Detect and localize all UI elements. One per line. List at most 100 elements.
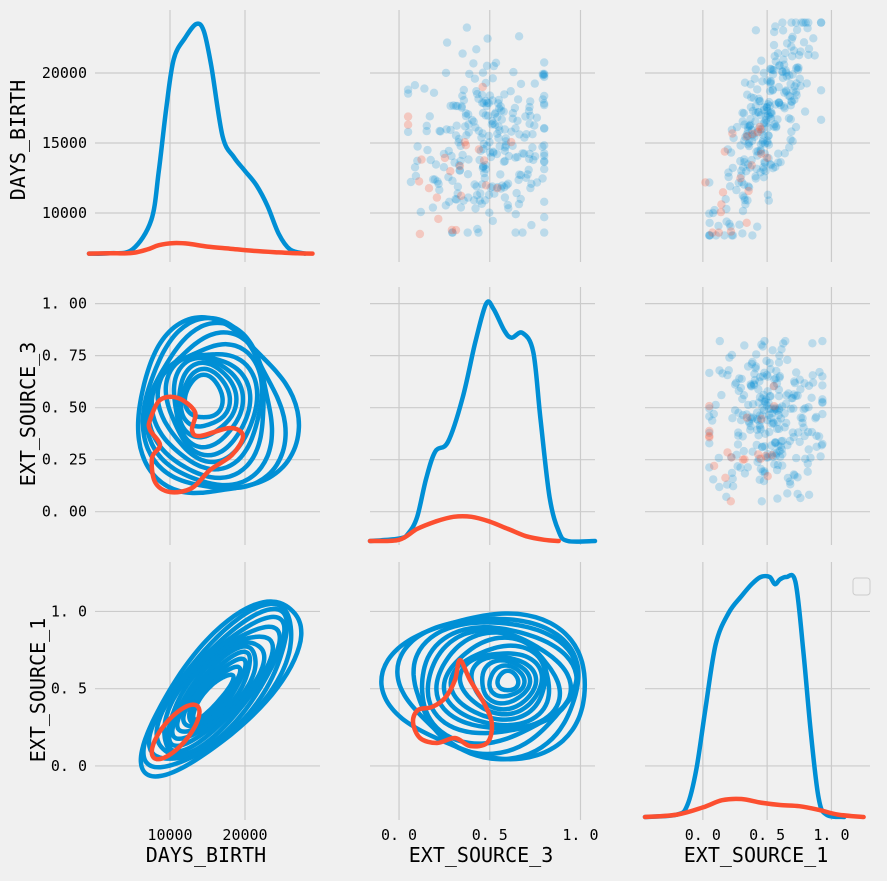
scatter-point <box>456 141 465 151</box>
scatter-point <box>792 25 802 35</box>
scatter-point <box>767 409 777 418</box>
scatter-point <box>472 190 482 200</box>
panel-1-2 <box>645 287 870 545</box>
scatter-point <box>763 153 772 162</box>
scatter-point <box>751 26 761 35</box>
scatter-point <box>733 440 743 449</box>
scatter-point <box>524 165 533 174</box>
scatter-point <box>778 449 787 459</box>
y-tick-label: 0. 00 <box>42 503 87 521</box>
scatter-point <box>760 118 769 127</box>
scatter-point <box>493 184 502 193</box>
scatter-point <box>752 408 762 417</box>
y-axis-label-EXT_SOURCE_1: EXT_SOURCE_1 <box>26 618 50 763</box>
scatter-point <box>804 50 813 60</box>
scatter-point <box>776 442 785 451</box>
scatter-point <box>777 345 786 354</box>
scatter-point <box>778 436 787 446</box>
scatter-point <box>765 112 774 121</box>
scatter-point <box>740 158 749 167</box>
scatter-point <box>507 127 516 136</box>
scatter-point <box>818 372 827 381</box>
contour-blue <box>487 663 527 699</box>
scatter-point <box>768 85 777 94</box>
scatter-point <box>774 149 783 158</box>
scatter-point <box>715 336 724 346</box>
scatter-point <box>540 58 549 67</box>
scatter-point <box>426 155 435 165</box>
scatter-point <box>751 172 760 181</box>
scatter-point <box>444 146 453 156</box>
scatter-point <box>538 174 547 183</box>
scatter-point <box>709 475 718 484</box>
scatter-point <box>788 393 797 403</box>
scatter-point <box>496 102 505 111</box>
scatter-point <box>766 109 775 118</box>
scatter-point <box>705 401 714 411</box>
scatter-point <box>410 81 420 90</box>
kde-blue-DAYS_BIRTH <box>86 21 308 256</box>
scatter-point <box>761 167 770 176</box>
scatter-point <box>773 494 782 503</box>
scatter-red-EXT1-EXT3 <box>705 381 779 506</box>
scatter-point <box>511 210 520 219</box>
scatter-point <box>780 423 789 432</box>
scatter-point <box>785 477 795 486</box>
scatter-point <box>465 69 474 79</box>
scatter-point <box>734 386 743 396</box>
scatter-point <box>773 115 782 124</box>
scatter-point <box>525 149 534 159</box>
scatter-point <box>403 127 413 137</box>
scatter-point <box>790 82 799 91</box>
scatter-point <box>779 102 789 111</box>
scatter-point <box>728 231 738 240</box>
legend-box <box>852 577 871 596</box>
scatter-point <box>764 97 774 107</box>
contour-blue <box>411 620 580 757</box>
scatter-point <box>738 191 747 200</box>
scatter-point <box>743 126 753 135</box>
scatter-point <box>471 123 480 132</box>
scatter-point <box>747 161 756 170</box>
scatter-point <box>489 148 498 157</box>
scatter-point <box>808 378 818 387</box>
scatter-point <box>516 170 526 180</box>
scatter-point <box>765 392 775 401</box>
scatter-point <box>775 373 784 382</box>
scatter-point <box>754 94 763 104</box>
scatter-point <box>789 404 798 413</box>
scatter-point <box>485 138 494 147</box>
scatter-blue-EXT1-EXT3 <box>705 336 827 506</box>
scatter-point <box>761 429 770 438</box>
scatter-point <box>796 47 805 56</box>
scatter-point <box>714 453 723 463</box>
scatter-point <box>804 427 813 437</box>
scatter-point <box>525 102 534 112</box>
scatter-point <box>476 146 485 155</box>
scatter-point <box>715 366 724 375</box>
scatter-point <box>450 158 459 167</box>
kde-blue-EXT_SOURCE_1 <box>642 572 847 820</box>
scatter-point <box>734 428 743 437</box>
scatter-point <box>485 208 494 217</box>
scatter-point <box>758 394 767 403</box>
scatter-point <box>753 416 763 425</box>
scatter-point <box>540 149 549 158</box>
scatter-point <box>493 113 502 122</box>
scatter-point <box>727 453 736 462</box>
scatter-point <box>799 38 809 47</box>
scatter-point <box>455 161 465 171</box>
y-tick-label: 0. 0 <box>51 757 87 775</box>
scatter-point <box>446 125 455 135</box>
scatter-point <box>750 375 760 385</box>
scatter-point <box>777 437 786 446</box>
scatter-point <box>767 107 776 117</box>
scatter-point <box>772 379 782 388</box>
scatter-point <box>742 410 751 419</box>
scatter-point <box>708 228 717 237</box>
scatter-point <box>818 395 827 404</box>
scatter-point <box>457 102 466 111</box>
scatter-point <box>728 474 737 483</box>
scatter-point <box>482 141 492 150</box>
scatter-point <box>488 74 497 83</box>
